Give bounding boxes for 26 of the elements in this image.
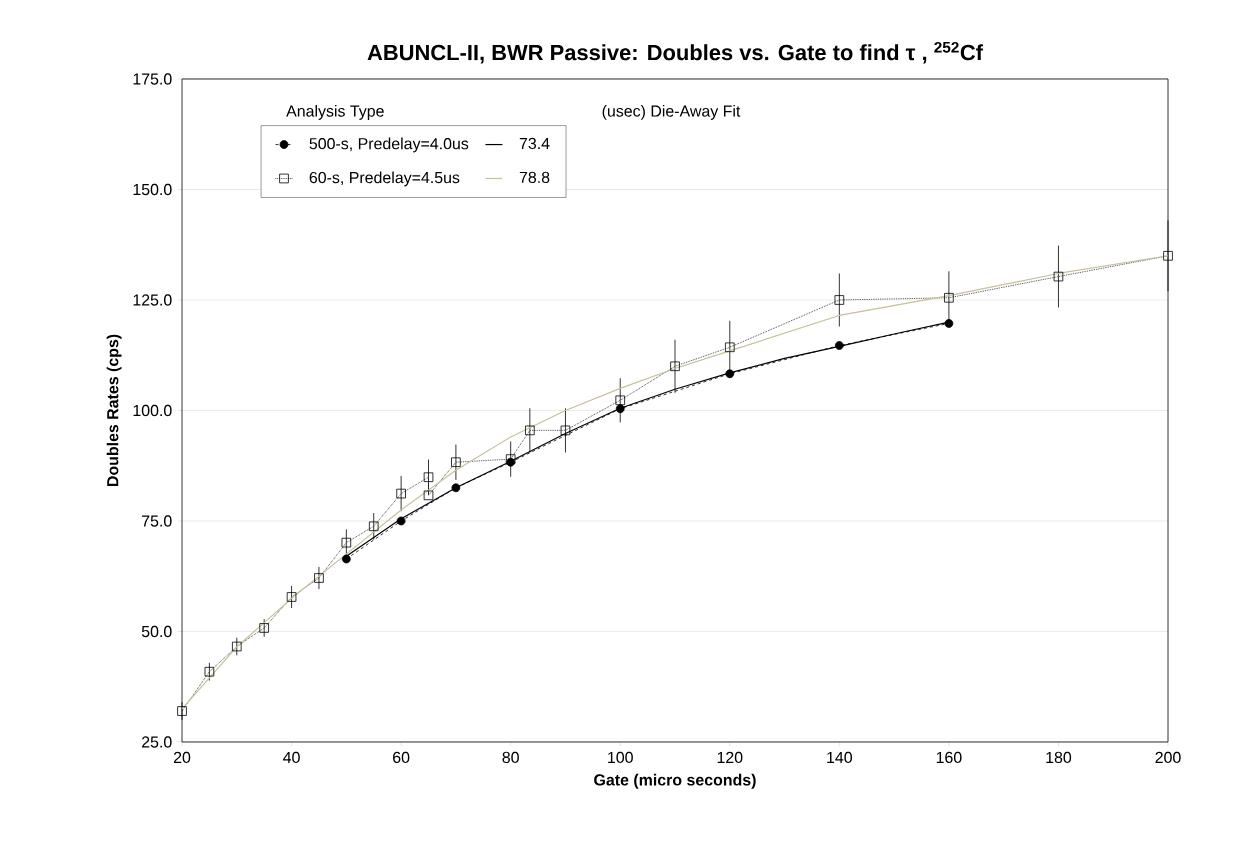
x-tick-label: 120 [717, 751, 743, 764]
y-tick-label: 50.0 [141, 625, 172, 638]
x-tick-label: 100 [608, 751, 633, 764]
legend-label: 73.4 [519, 137, 550, 150]
x-tick-label: 60 [393, 751, 410, 764]
legend-label: 500-s, Predelay=4.0us [309, 137, 469, 153]
chart-title: ABUNCL-II, BWR Passive: Doubles vs. Gate to find τ , $^{252}$Cf [367, 41, 984, 64]
legend-label: 60-s, Predelay=4.5us [309, 171, 460, 187]
x-tick-label: 160 [936, 751, 962, 764]
x-tick-label: 20 [173, 751, 191, 764]
x-axis-title: Gate (micro seconds) [594, 773, 756, 789]
y-tick-label: 125.0 [133, 294, 172, 306]
x-tick-label: 80 [502, 751, 519, 764]
y-tick-label: 150.0 [133, 183, 172, 196]
y-tick-label: 25.0 [142, 736, 172, 748]
legend-label: 78.8 [519, 171, 550, 184]
annotation: (usec) Die-Away Fit [602, 105, 741, 120]
x-tick-label: 140 [827, 751, 853, 764]
y-tick-label: 75.0 [142, 515, 172, 527]
legend-title: Analysis Type [286, 105, 384, 120]
x-tick-label: 180 [1046, 751, 1072, 764]
y-tick-label: 100.0 [133, 404, 172, 417]
x-tick-label: 200 [1155, 751, 1181, 764]
y-axis-title: Doubles Rates (cps) [106, 334, 122, 487]
x-tick-label: 40 [283, 751, 300, 764]
y-tick-label: 175.0 [133, 73, 172, 85]
